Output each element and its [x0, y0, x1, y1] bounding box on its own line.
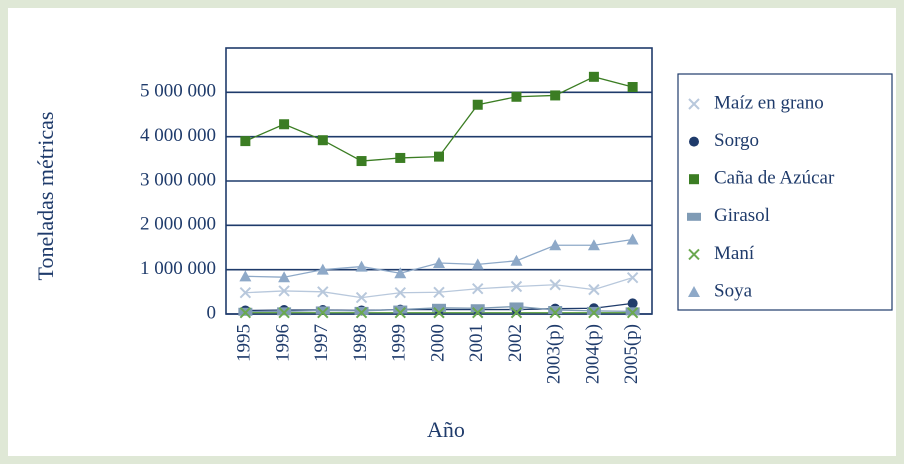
marker: [356, 156, 367, 167]
legend-label: Maní: [714, 243, 755, 264]
marker: [588, 71, 599, 82]
legend-marker: [688, 286, 700, 297]
marker: [626, 306, 639, 319]
x-tick-label: 1996: [272, 324, 293, 362]
marker: [355, 260, 368, 272]
x-tick-label: 1997: [311, 324, 332, 362]
marker: [395, 152, 406, 163]
marker: [586, 306, 601, 315]
marker: [433, 257, 445, 269]
marker: [278, 285, 290, 297]
marker: [510, 254, 523, 266]
marker: [239, 287, 252, 299]
y-tick-label: 1 000 000: [140, 258, 216, 279]
marker: [510, 306, 523, 319]
marker: [433, 286, 445, 298]
x-tick-label: 2004(p): [582, 324, 603, 384]
marker: [279, 119, 290, 130]
marker: [472, 99, 483, 110]
x-tick-label: 2001: [466, 324, 487, 362]
marker: [239, 306, 252, 319]
marker: [432, 303, 446, 312]
marker: [549, 239, 562, 251]
marker: [588, 306, 600, 319]
marker: [393, 305, 408, 314]
marker: [278, 306, 290, 319]
marker: [239, 270, 252, 282]
marker: [317, 135, 328, 146]
marker: [549, 306, 561, 319]
x-tick-label: 1995: [234, 324, 255, 362]
panel: [8, 8, 896, 456]
legend-box: [677, 73, 893, 311]
marker: [355, 291, 368, 304]
marker: [550, 90, 561, 101]
marker: [472, 283, 484, 295]
x-tick-label: 1999: [389, 324, 410, 362]
y-axis-label: Toneladas métricas: [33, 112, 58, 281]
marker: [433, 306, 445, 319]
y-tick-label: 2 000 000: [140, 214, 216, 235]
legend-label: Maíz en grano: [714, 92, 824, 113]
marker: [472, 306, 484, 319]
marker: [548, 306, 563, 315]
x-tick-label: 2000: [427, 324, 448, 362]
legend-marker: [689, 174, 699, 185]
legend-label: Soya: [714, 280, 753, 301]
marker: [317, 306, 329, 319]
legend-marker: [689, 136, 699, 147]
y-tick-label: 4 000 000: [140, 125, 216, 146]
x-tick-label: 2005(p): [621, 324, 642, 384]
y-tick-label: 0: [207, 302, 217, 323]
marker: [509, 302, 524, 311]
legend-marker: [687, 212, 701, 221]
marker: [278, 271, 291, 283]
marker: [355, 306, 368, 319]
legend-label: Sorgo: [714, 130, 759, 151]
marker: [354, 306, 369, 315]
marker: [394, 267, 407, 279]
marker: [627, 298, 638, 309]
x-tick-label: 2003(p): [544, 324, 565, 384]
marker: [587, 239, 600, 251]
y-tick-label: 5 000 000: [140, 81, 216, 102]
marker: [315, 306, 330, 315]
legend-marker: [688, 248, 700, 261]
marker: [240, 136, 251, 147]
marker: [434, 151, 444, 162]
x-tick-label: 1998: [350, 324, 371, 362]
marker: [627, 82, 638, 93]
x-axis-label: Año: [427, 417, 465, 442]
y-tick-label: 3 000 000: [140, 169, 216, 190]
marker: [471, 258, 484, 270]
marker: [549, 279, 561, 291]
marker: [626, 271, 639, 284]
marker: [470, 304, 485, 313]
marker: [510, 280, 523, 293]
marker: [316, 263, 329, 275]
marker: [626, 233, 639, 245]
legend-marker: [688, 98, 700, 110]
marker: [511, 91, 522, 102]
marker: [394, 287, 406, 299]
legend-label: Girasol: [714, 205, 770, 226]
marker: [317, 286, 329, 298]
marker: [588, 283, 600, 296]
x-tick-label: 2002: [505, 324, 526, 362]
legend-label: Caña de Azúcar: [714, 168, 835, 189]
marker: [394, 306, 406, 319]
